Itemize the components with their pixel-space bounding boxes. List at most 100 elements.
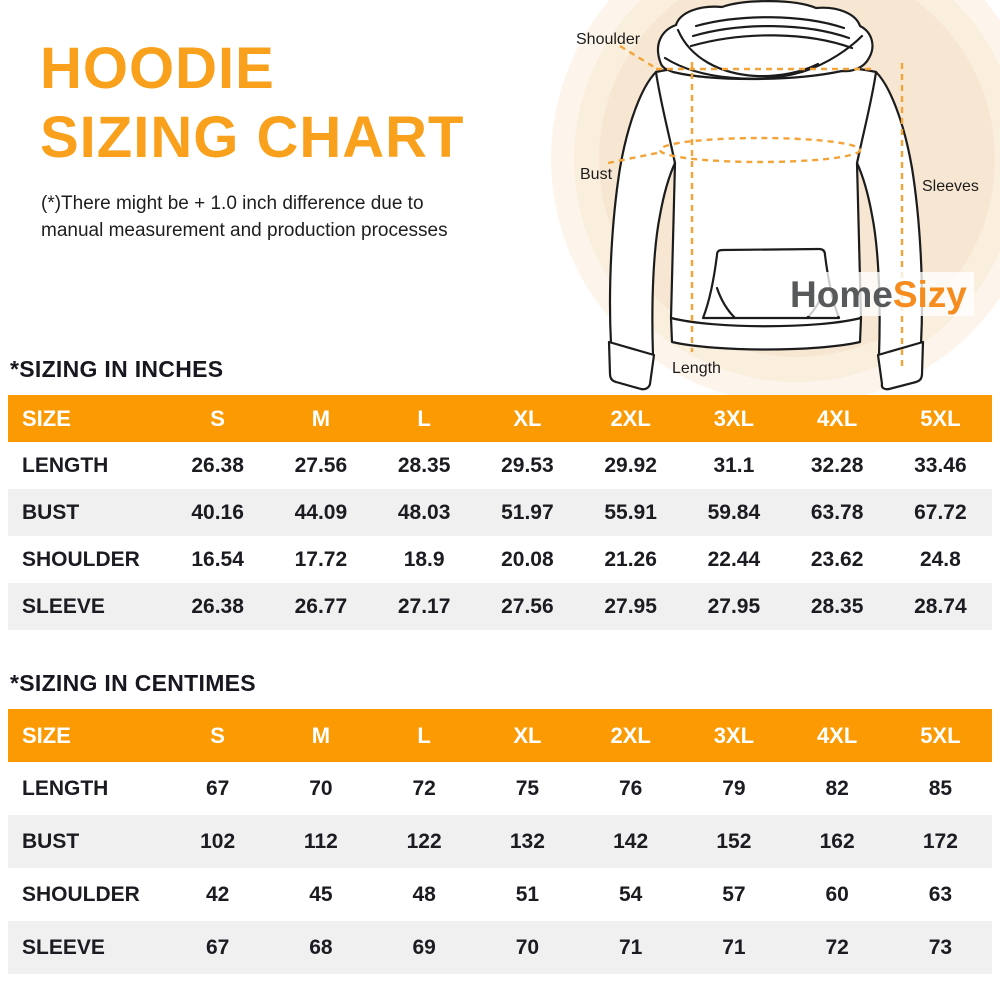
- brand-logo-sizy: Sizy: [893, 274, 967, 315]
- inches-section-heading: *SIZING IN INCHES: [10, 356, 224, 382]
- size-cell: 32.28: [810, 453, 864, 477]
- size-cell: 79: [722, 776, 746, 800]
- column-header-xl: XL: [475, 709, 579, 762]
- column-header-size: SIZE: [8, 395, 166, 442]
- hood-fold-3: [689, 34, 854, 50]
- column-header-2xl: 2XL: [579, 709, 683, 762]
- inches-section: *SIZING IN INCHES SIZE S M L XL 2XL 3XL …: [8, 356, 992, 630]
- size-cell: 73: [928, 935, 953, 959]
- size-cell: 42: [205, 882, 230, 906]
- hoodie-left-sleeve: [608, 70, 677, 358]
- row-label: SLEEVE: [22, 594, 105, 618]
- size-cell: 31.1: [713, 453, 755, 477]
- size-cell: 82: [825, 776, 849, 800]
- size-cell: 27.17: [397, 594, 451, 618]
- column-header-4xl: 4XL: [785, 395, 889, 442]
- size-cell: 63: [928, 882, 953, 906]
- size-cell: 172: [922, 829, 958, 853]
- column-header-m: M: [269, 395, 373, 442]
- column-header-4xl: 4XL: [785, 709, 889, 762]
- row-label: LENGTH: [22, 776, 109, 800]
- size-cell: 28.35: [397, 453, 451, 477]
- table-row-sleeve: SLEEVE 67 68 69 70 71 71 72 73: [8, 921, 992, 974]
- bust-measure-ellipse: [658, 136, 862, 164]
- row-label: SHOULDER: [22, 547, 140, 571]
- size-cell: 28.35: [810, 594, 864, 618]
- column-header-s: S: [166, 709, 270, 762]
- size-cell: 40.16: [191, 500, 244, 524]
- hoodie-left-cuff: [607, 340, 656, 391]
- hood-fold-1: [694, 16, 846, 30]
- size-cell: 18.9: [403, 547, 445, 571]
- row-label: SHOULDER: [22, 882, 140, 906]
- size-cell: 22.44: [707, 547, 761, 571]
- hood-cross-fold-right: [676, 28, 820, 78]
- centimes-table: SIZE S M L XL 2XL 3XL 4XL 5XL LENGTH 67 …: [8, 709, 992, 974]
- size-cell: 17.72: [294, 547, 348, 571]
- size-cell: 85: [928, 776, 953, 800]
- size-cell: 72: [412, 776, 436, 800]
- column-header-3xl: 3XL: [682, 709, 786, 762]
- table-row-sleeve: SLEEVE 26.38 26.77 27.17 27.56 27.95 27.…: [8, 583, 992, 630]
- column-header-5xl: 5XL: [888, 709, 992, 762]
- column-header-l: L: [372, 395, 476, 442]
- size-cell: 48: [412, 882, 436, 906]
- hoodie-illustration: Shoulder Bust Sleeves Length HomeSizy: [576, 0, 979, 391]
- size-cell: 67.72: [914, 500, 967, 524]
- size-cell: 72: [825, 935, 849, 959]
- size-cell: 26.38: [191, 453, 244, 477]
- hood-cross-fold-left: [663, 34, 864, 80]
- size-cell: 29.92: [604, 453, 657, 477]
- size-cell: 59.84: [707, 500, 761, 524]
- centimes-section-heading: *SIZING IN CENTIMES: [10, 670, 256, 696]
- size-cell: 16.54: [191, 547, 244, 571]
- size-cell: 70: [309, 776, 333, 800]
- size-cell: 27.56: [501, 594, 554, 618]
- size-cell: 27.56: [294, 453, 348, 477]
- table-row-length: LENGTH 67 70 72 75 76 79 82 85: [8, 762, 992, 815]
- page-title: HOODIE SIZING CHART: [40, 34, 464, 172]
- size-cell: 152: [716, 829, 752, 853]
- column-header-3xl: 3XL: [682, 395, 786, 442]
- length-label: Length: [672, 360, 721, 377]
- size-cell: 60: [825, 882, 849, 906]
- page-title-line2: SIZING CHART: [40, 105, 465, 170]
- hoodie-pocket-opening-left: [715, 286, 737, 320]
- size-cell: 132: [509, 829, 545, 853]
- disclaimer-text: (*)There might be + 1.0 inch difference …: [41, 190, 448, 244]
- size-cell: 68: [309, 935, 333, 959]
- size-cell: 27.95: [707, 594, 761, 618]
- size-cell: 27.95: [604, 594, 657, 618]
- size-cell: 21.26: [604, 547, 657, 571]
- bust-pointer-line: [607, 150, 663, 165]
- size-cell: 122: [406, 829, 442, 853]
- size-cell: 69: [412, 935, 436, 959]
- size-cell: 75: [515, 776, 540, 800]
- size-cell: 71: [722, 935, 746, 959]
- size-cell: 67: [205, 776, 230, 800]
- size-cell: 29.53: [501, 453, 554, 477]
- inches-header-row: SIZE S M L XL 2XL 3XL 4XL 5XL: [8, 395, 992, 442]
- shoulder-label: Shoulder: [576, 31, 641, 48]
- size-cell: 51: [515, 882, 540, 906]
- size-cell: 55.91: [604, 500, 657, 524]
- row-label: BUST: [22, 829, 80, 853]
- size-cell: 63.78: [810, 500, 864, 524]
- page-title-line1: HOODIE: [40, 36, 275, 101]
- table-row-bust: BUST 102 112 122 132 142 152 162 172: [8, 815, 992, 868]
- row-label: SLEEVE: [22, 935, 105, 959]
- size-cell: 57: [722, 882, 746, 906]
- brand-logo: HomeSizy: [784, 272, 974, 316]
- column-header-5xl: 5XL: [888, 395, 992, 442]
- size-cell: 162: [819, 829, 855, 853]
- size-cell: 142: [613, 829, 649, 853]
- table-row-bust: BUST 40.16 44.09 48.03 51.97 55.91 59.84…: [8, 489, 992, 536]
- column-header-xl: XL: [475, 395, 579, 442]
- size-cell: 23.62: [810, 547, 864, 571]
- hoodie-hood: [656, 0, 874, 81]
- disclaimer-line1: (*)There might be + 1.0 inch difference …: [41, 193, 424, 214]
- column-header-m: M: [269, 709, 373, 762]
- hoodie-diagram: Shoulder Bust Sleeves Length HomeSizy: [550, 0, 1000, 398]
- hood-fold-2: [691, 25, 851, 40]
